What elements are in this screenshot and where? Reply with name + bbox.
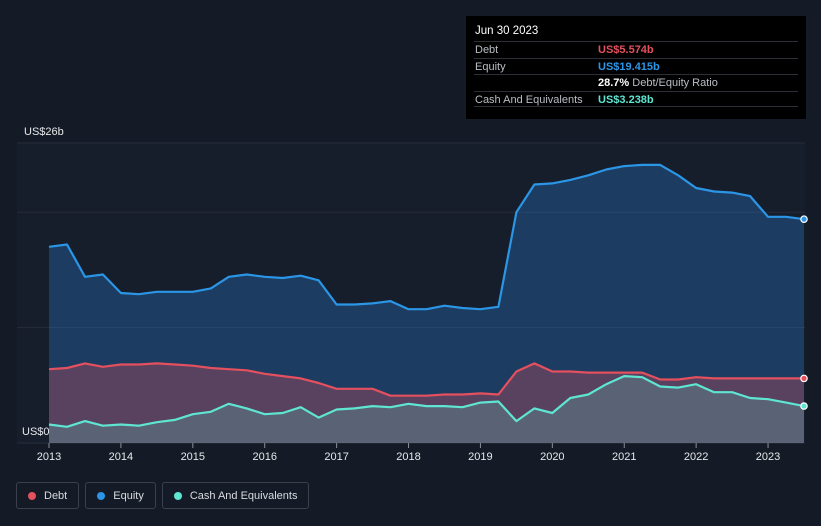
tooltip-row-equity: Equity US$19.415b: [474, 57, 798, 75]
cash-end-dot: [800, 402, 808, 410]
tooltip-date: Jun 30 2023: [475, 25, 539, 37]
x-tick-label: 2022: [684, 451, 708, 463]
legend-item-debt[interactable]: Debt: [16, 482, 80, 509]
tooltip-ratio-value: 28.7% Debt/Equity Ratio: [598, 75, 718, 91]
series-end-markers: [800, 215, 808, 410]
tooltip-cash-value: US$3.238b: [598, 93, 654, 106]
cash-line: [48, 375, 805, 428]
tooltip-debt-value: US$5.574b: [598, 44, 654, 56]
x-tick-label: 2014: [109, 451, 133, 463]
debt-area: [49, 363, 804, 443]
x-axis-ticks: 2013 2014 2015 2016 2017 2018 2019 2020 2021 2022…: [37, 443, 780, 463]
grid-lines: [17, 142, 805, 444]
x-tick-label: 2017: [324, 451, 348, 463]
tooltip-cash-label: Cash And Equivalents: [475, 93, 583, 106]
tooltip-row-debt: Debt US$5.574b: [474, 41, 798, 58]
equity-line: [48, 163, 805, 311]
x-tick-label: 2020: [540, 451, 564, 463]
tooltip-row-ratio: 28.7% Debt/Equity Ratio: [474, 74, 798, 91]
x-tick-label: 2021: [612, 451, 636, 463]
x-tick-label: 2019: [468, 451, 492, 463]
y-axis-top-label: US$26b: [24, 126, 64, 138]
hover-tooltip: Jun 30 2023 Debt US$5.574b Equity US$19.…: [466, 16, 806, 119]
cash-area: [49, 376, 804, 443]
legend-item-equity[interactable]: Equity: [85, 482, 156, 509]
tooltip-row-cash: Cash And Equivalents US$3.238b: [474, 90, 798, 107]
tooltip-equity-label: Equity: [475, 60, 506, 73]
tooltip-ratio-label: [474, 75, 598, 91]
chart-legend: Debt Equity Cash And Equivalents: [16, 482, 310, 509]
debt-end-dot: [800, 374, 808, 383]
legend-dot-cash: [173, 491, 182, 500]
legend-dot-debt: [28, 491, 36, 500]
legend-dot-equity: [97, 491, 106, 500]
legend-label-equity: Equity: [113, 489, 144, 502]
legend-item-cash[interactable]: Cash And Equivalents: [161, 482, 310, 509]
x-tick-label: 2016: [252, 451, 276, 463]
x-tick-label: 2013: [37, 451, 61, 463]
tooltip-debt-label: Debt: [475, 44, 499, 56]
legend-label-debt: Debt: [44, 489, 68, 502]
series-lines: [48, 163, 805, 428]
x-tick-label: 2023: [756, 451, 780, 463]
y-axis-bottom-label: US$0: [22, 426, 50, 438]
x-tick-label: 2015: [181, 451, 205, 463]
tooltip-ratio-caption: Debt/Equity Ratio: [632, 77, 718, 89]
tooltip-ratio-number: 28.7%: [598, 77, 630, 89]
x-tick-label: 2018: [396, 451, 420, 463]
legend-label-cash: Cash And Equivalents: [189, 489, 298, 502]
tooltip-equity-value: US$19.415b: [598, 60, 660, 73]
equity-end-dot: [800, 215, 808, 223]
debt-line: [48, 362, 804, 397]
